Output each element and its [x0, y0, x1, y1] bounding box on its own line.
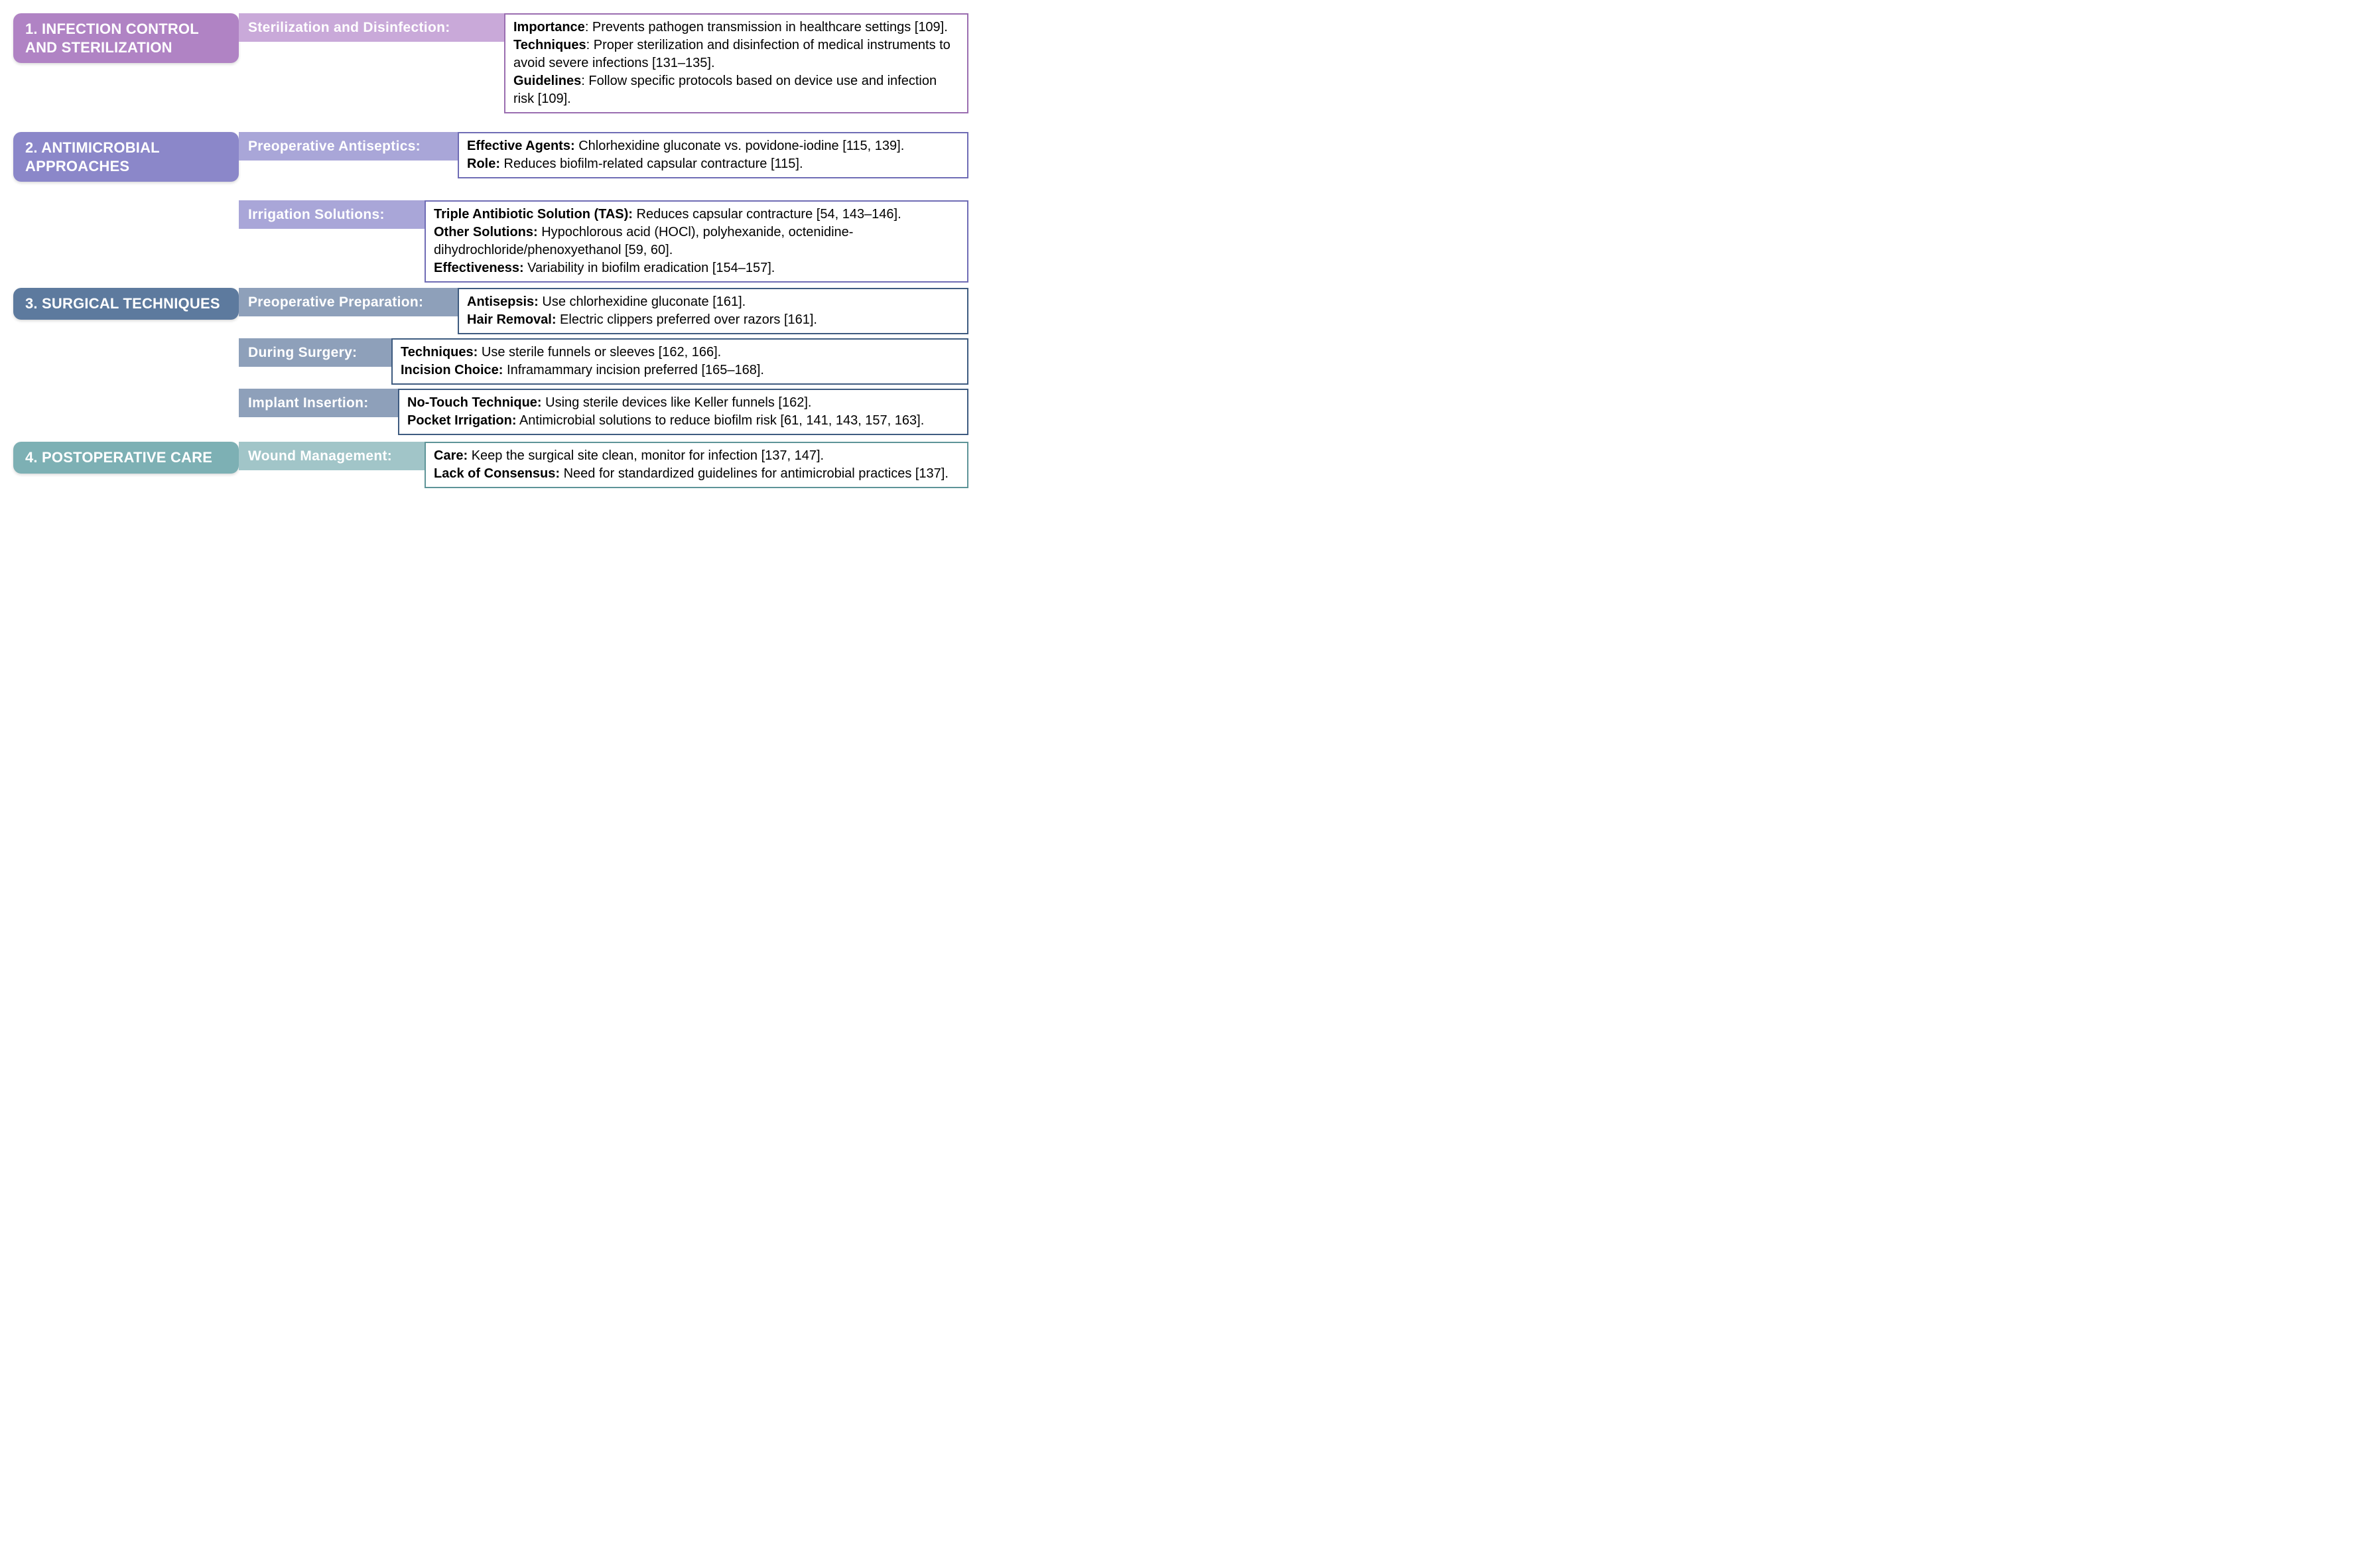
row: Implant Insertion: No-Touch Technique: Us…	[13, 389, 968, 435]
detail-text: Reduces capsular contracture [54, 143–14…	[633, 207, 901, 222]
detail-text: Inframammary incision preferred [165–168…	[503, 363, 764, 377]
detail-label: Techniques:	[401, 345, 478, 359]
category-pill: 4. POSTOPERATIVE CARE	[13, 442, 239, 474]
detail-text: Keep the surgical site clean, monitor fo…	[468, 448, 824, 463]
detail-box: No-Touch Technique: Using sterile device…	[398, 389, 968, 435]
detail-line: Antisepsis: Use chlorhexidine gluconate …	[467, 293, 959, 311]
detail-line: Effectiveness: Variability in biofilm er…	[434, 259, 959, 277]
detail-line: Other Solutions: Hypochlorous acid (HOCl…	[434, 224, 959, 259]
subcategory-pill: Preoperative Preparation:	[239, 288, 458, 316]
subcategory-pill: During Surgery:	[239, 338, 391, 367]
detail-box: Antisepsis: Use chlorhexidine gluconate …	[458, 288, 968, 334]
row: During Surgery: Techniques: Use sterile f…	[13, 338, 968, 385]
row: 2. ANTIMICROBIAL APPROACHESPreoperative …	[13, 132, 968, 182]
detail-label: Antisepsis:	[467, 294, 539, 309]
detail-text: Chlorhexidine gluconate vs. povidone-iod…	[575, 139, 905, 153]
row: 3. SURGICAL TECHNIQUESPreoperative Prepa…	[13, 288, 968, 334]
detail-text: Need for standardized guidelines for ant…	[560, 466, 949, 481]
detail-line: Lack of Consensus: Need for standardized…	[434, 465, 959, 483]
detail-label: Incision Choice:	[401, 363, 503, 377]
row: 4. POSTOPERATIVE CAREWound Management: Ca…	[13, 442, 968, 488]
detail-label: Techniques	[513, 38, 586, 52]
detail-line: Role: Reduces biofilm-related capsular c…	[467, 155, 959, 173]
detail-label: Other Solutions:	[434, 225, 538, 239]
subcategory-pill: Preoperative Antiseptics:	[239, 132, 458, 161]
detail-line: Techniques: Use sterile funnels or sleev…	[401, 344, 959, 361]
detail-line: Hair Removal: Electric clippers preferre…	[467, 311, 959, 329]
detail-line: Importance: Prevents pathogen transmissi…	[513, 19, 959, 36]
detail-label: Pocket Irrigation:	[407, 413, 516, 428]
detail-text: : Prevents pathogen transmission in heal…	[585, 20, 948, 34]
detail-label: Importance	[513, 20, 585, 34]
detail-text: Use sterile funnels or sleeves [162, 166…	[478, 345, 721, 359]
detail-line: Triple Antibiotic Solution (TAS): Reduce…	[434, 206, 959, 224]
category-pill: 1. INFECTION CONTROL AND STERILIZATION	[13, 13, 239, 63]
detail-line: Guidelines: Follow specific protocols ba…	[513, 72, 959, 108]
detail-label: Care:	[434, 448, 468, 463]
detail-label: Lack of Consensus:	[434, 466, 560, 481]
detail-text: Reduces biofilm-related capsular contrac…	[500, 157, 803, 171]
subcategory-pill: Sterilization and Disinfection:	[239, 13, 504, 42]
subcategory-pill: Wound Management:	[239, 442, 425, 470]
detail-label: Hair Removal:	[467, 312, 557, 327]
detail-label: Guidelines	[513, 74, 581, 88]
detail-box: Importance: Prevents pathogen transmissi…	[504, 13, 968, 113]
category-pill: 2. ANTIMICROBIAL APPROACHES	[13, 132, 239, 182]
detail-box: Triple Antibiotic Solution (TAS): Reduce…	[425, 200, 968, 283]
detail-text: Using sterile devices like Keller funnel…	[542, 395, 812, 410]
detail-line: No-Touch Technique: Using sterile device…	[407, 394, 959, 412]
category-pill: 3. SURGICAL TECHNIQUES	[13, 288, 239, 320]
detail-line: Pocket Irrigation: Antimicrobial solutio…	[407, 412, 959, 430]
detail-box: Techniques: Use sterile funnels or sleev…	[391, 338, 968, 385]
detail-text: Electric clippers preferred over razors …	[557, 312, 818, 327]
detail-label: No-Touch Technique:	[407, 395, 542, 410]
row: 1. INFECTION CONTROL AND STERILIZATIONSt…	[13, 13, 968, 113]
detail-box: Effective Agents: Chlorhexidine gluconat…	[458, 132, 968, 178]
detail-line: Care: Keep the surgical site clean, moni…	[434, 447, 959, 465]
row: Irrigation Solutions: Triple Antibiotic S…	[13, 200, 968, 283]
detail-label: Effective Agents:	[467, 139, 575, 153]
detail-text: Use chlorhexidine gluconate [161].	[539, 294, 746, 309]
detail-label: Effectiveness:	[434, 261, 524, 275]
detail-text: Variability in biofilm eradication [154–…	[524, 261, 775, 275]
detail-label: Role:	[467, 157, 500, 171]
detail-line: Incision Choice: Inframammary incision p…	[401, 361, 959, 379]
detail-line: Effective Agents: Chlorhexidine gluconat…	[467, 137, 959, 155]
detail-box: Care: Keep the surgical site clean, moni…	[425, 442, 968, 488]
detail-label: Triple Antibiotic Solution (TAS):	[434, 207, 633, 222]
detail-line: Techniques: Proper sterilization and dis…	[513, 36, 959, 72]
subcategory-pill: Implant Insertion:	[239, 389, 398, 417]
subcategory-pill: Irrigation Solutions:	[239, 200, 425, 229]
detail-text: Antimicrobial solutions to reduce biofil…	[516, 413, 924, 428]
